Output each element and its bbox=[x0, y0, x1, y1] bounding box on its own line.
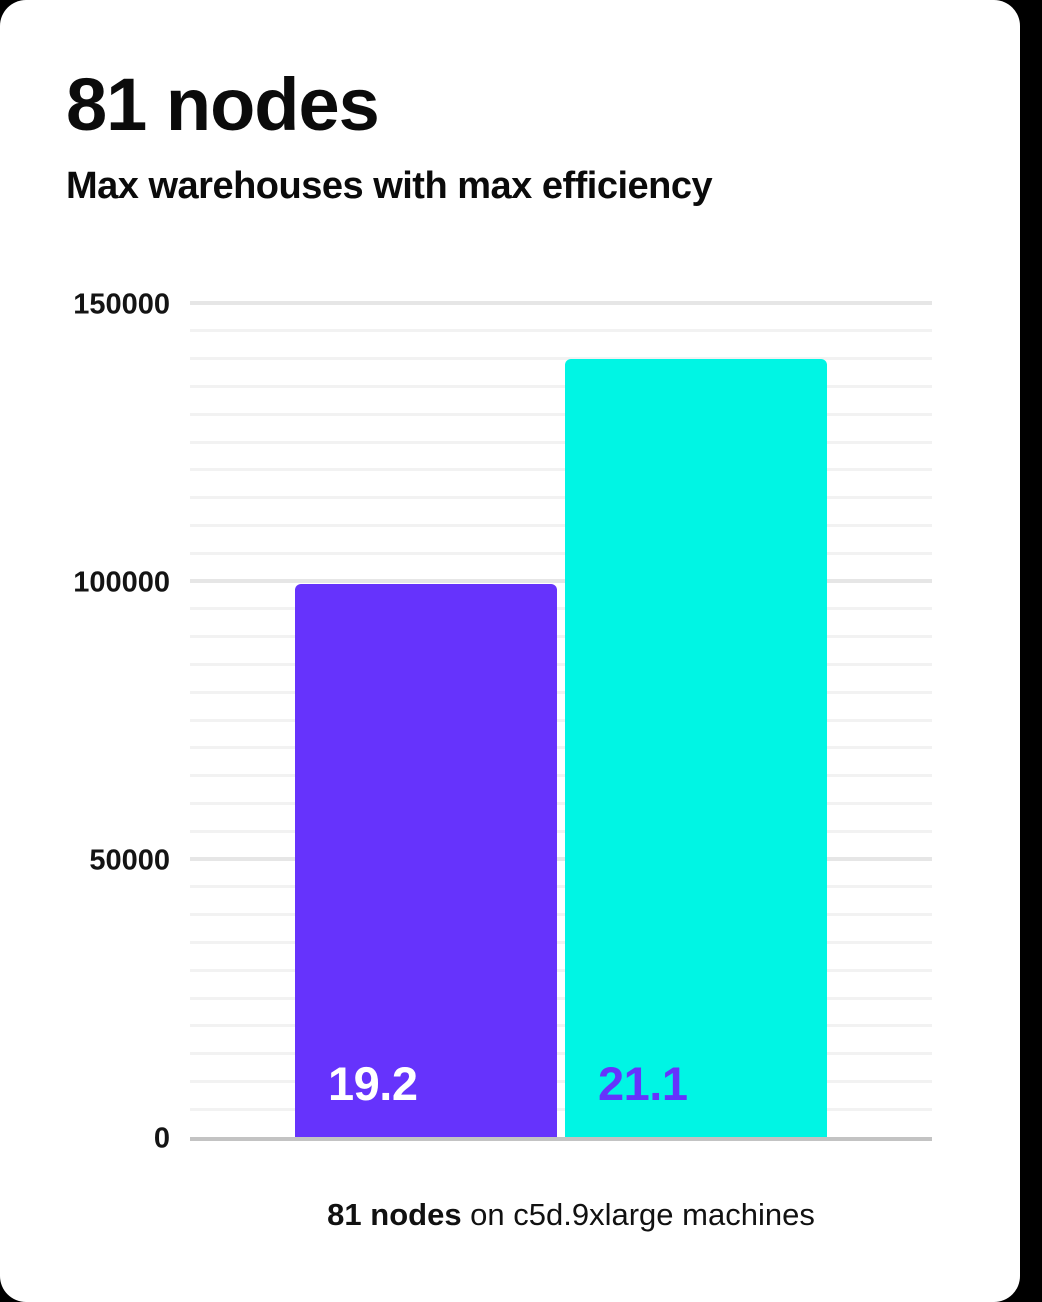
gridline-minor bbox=[190, 412, 932, 416]
gridline-minor bbox=[190, 718, 932, 722]
gridline-minor bbox=[190, 635, 932, 639]
gridline-minor bbox=[190, 440, 932, 444]
gridline-minor bbox=[190, 801, 932, 805]
caption-regular-text: on c5d.9xlarge machines bbox=[461, 1197, 815, 1232]
purple-bar: 19.2 bbox=[295, 583, 557, 1137]
y-tick-label: 50000 bbox=[89, 844, 170, 877]
cyan-bar: 21.1 bbox=[565, 358, 827, 1137]
gridline-minor bbox=[190, 496, 932, 500]
gridline-minor bbox=[190, 523, 932, 527]
gridline-minor bbox=[190, 829, 932, 833]
gridline-minor bbox=[190, 1052, 932, 1056]
gridline-minor bbox=[190, 1107, 932, 1111]
chart-caption: 81 nodes on c5d.9xlarge machines bbox=[200, 1195, 942, 1235]
gridline-minor bbox=[190, 468, 932, 472]
gridline-minor bbox=[190, 913, 932, 917]
gridline-minor bbox=[190, 357, 932, 361]
caption-bold-text: 81 nodes bbox=[327, 1197, 462, 1232]
bar-value-label: 21.1 bbox=[598, 1056, 688, 1110]
gridline-minor bbox=[190, 996, 932, 1000]
gridline-minor bbox=[190, 1079, 932, 1083]
gridline-minor bbox=[190, 968, 932, 972]
gridline-minor bbox=[190, 690, 932, 694]
gridline-minor bbox=[190, 940, 932, 944]
gridline-major bbox=[190, 857, 932, 861]
x-axis-line bbox=[190, 1137, 932, 1141]
gridline-minor bbox=[190, 885, 932, 889]
y-tick-label: 0 bbox=[153, 1122, 170, 1155]
gridline-minor bbox=[190, 774, 932, 778]
gridline-minor bbox=[190, 329, 932, 333]
chart-card: 81 nodes Max warehouses with max efficie… bbox=[0, 0, 1020, 1302]
gridline-minor bbox=[190, 746, 932, 750]
gridline-major bbox=[190, 301, 932, 305]
bar-value-label: 19.2 bbox=[328, 1056, 418, 1110]
gridline-major bbox=[190, 579, 932, 583]
gridline-minor bbox=[190, 551, 932, 555]
y-tick-label: 100000 bbox=[73, 566, 170, 599]
gridline-minor bbox=[190, 1024, 932, 1028]
page-subtitle: Max warehouses with max efficiency bbox=[66, 165, 713, 207]
page-title: 81 nodes bbox=[66, 63, 380, 146]
gridline-minor bbox=[190, 607, 932, 611]
y-tick-label: 150000 bbox=[73, 288, 170, 321]
gridline-minor bbox=[190, 384, 932, 388]
gridline-minor bbox=[190, 662, 932, 666]
bar-chart: 0 50000 100000 150000 19.2 21.1 bbox=[73, 288, 932, 1155]
